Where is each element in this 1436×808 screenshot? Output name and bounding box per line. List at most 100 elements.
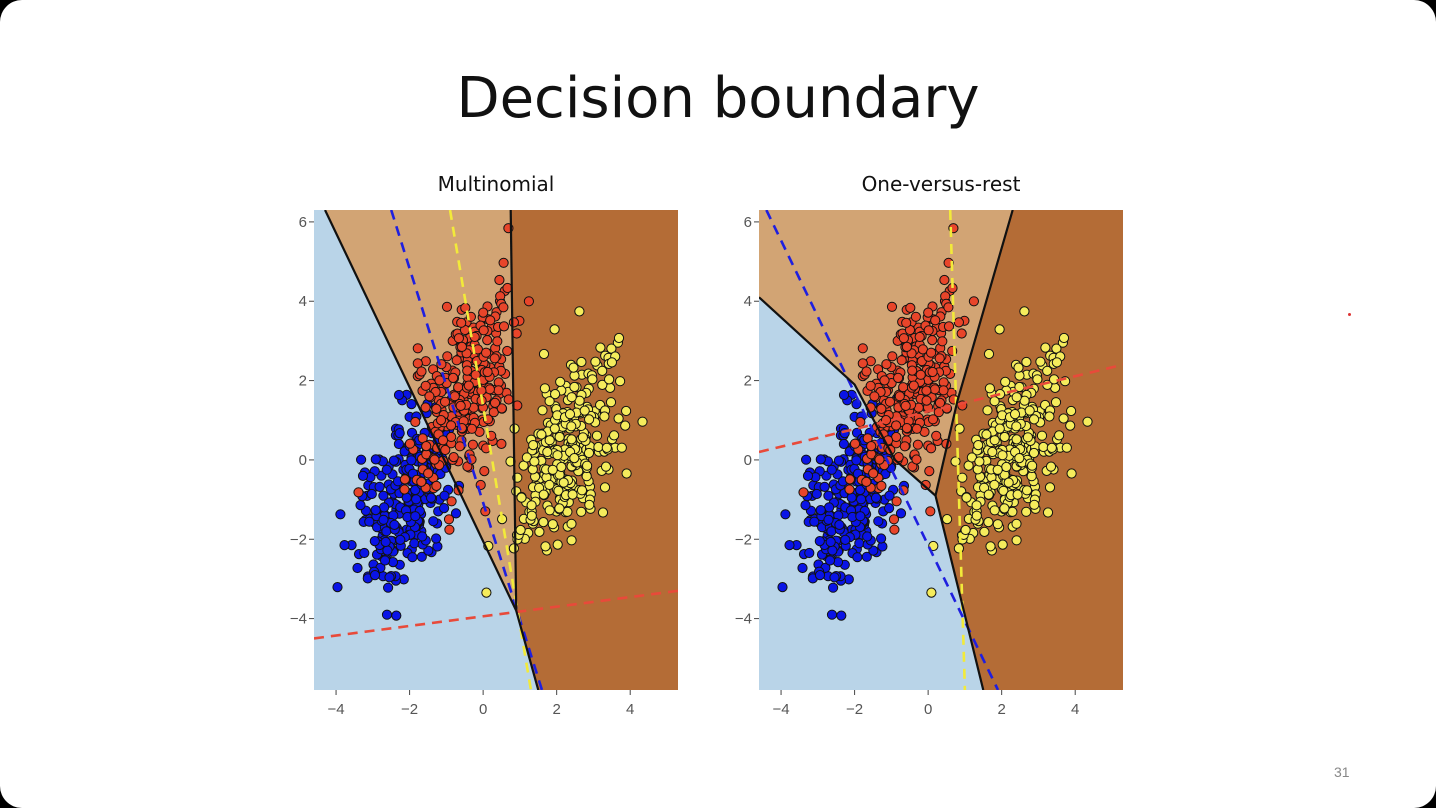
point-blue: [833, 455, 845, 466]
point-blue: [407, 552, 418, 563]
point-blue: [884, 490, 895, 501]
point-yellow: [1035, 356, 1046, 367]
point-yellow: [539, 383, 551, 394]
point-red: [910, 311, 922, 322]
point-blue: [836, 610, 847, 621]
point-yellow: [973, 440, 984, 451]
point-red: [441, 301, 453, 312]
point-yellow: [971, 510, 982, 521]
point-red: [926, 347, 937, 358]
point-blue: [357, 470, 369, 481]
point-blue: [809, 516, 820, 527]
point-yellow: [615, 376, 626, 387]
point-yellow: [1000, 376, 1011, 387]
point-blue: [801, 454, 812, 465]
point-blue: [800, 500, 811, 511]
point-red: [869, 391, 880, 402]
point-red: [469, 331, 480, 343]
point-blue: [379, 555, 391, 566]
point-yellow: [544, 479, 555, 490]
x-tick-label: −2: [401, 701, 418, 718]
point-yellow: [989, 479, 1000, 490]
point-blue: [797, 562, 808, 574]
point-yellow: [1003, 477, 1014, 488]
point-yellow: [961, 492, 972, 503]
point-red: [844, 484, 855, 495]
point-blue: [369, 536, 380, 547]
point-blue: [370, 454, 381, 465]
point-red: [498, 302, 509, 313]
point-yellow: [999, 431, 1010, 443]
point-yellow: [599, 411, 610, 422]
point-blue: [804, 547, 815, 559]
point-yellow: [537, 405, 548, 416]
point-blue: [826, 464, 837, 475]
point-red: [921, 395, 932, 406]
point-yellow: [1044, 482, 1056, 493]
point-red: [448, 452, 459, 463]
point-blue: [823, 490, 834, 501]
x-tick-label: 0: [479, 701, 487, 718]
y-tick-label: 4: [744, 293, 752, 310]
point-red: [905, 302, 916, 313]
point-yellow: [591, 430, 603, 441]
point-yellow: [553, 485, 564, 496]
point-yellow: [601, 442, 612, 453]
point-blue: [410, 484, 421, 496]
point-yellow: [613, 332, 625, 344]
point-red: [431, 480, 442, 491]
point-yellow: [1058, 413, 1069, 424]
point-yellow: [984, 383, 996, 394]
point-yellow: [554, 431, 565, 443]
point-red: [420, 380, 431, 391]
point-red: [901, 317, 912, 328]
point-blue: [366, 488, 377, 500]
point-blue: [895, 508, 907, 519]
point-yellow: [950, 456, 961, 467]
point-yellow: [1050, 397, 1062, 408]
point-blue: [884, 503, 895, 514]
point-yellow: [544, 396, 555, 407]
point-blue: [410, 511, 421, 522]
point-blue: [819, 481, 830, 492]
point-yellow: [604, 374, 615, 385]
point-yellow: [567, 489, 578, 500]
point-yellow: [998, 485, 1009, 496]
point-red: [478, 325, 489, 336]
point-red: [943, 321, 955, 332]
point-red: [915, 369, 926, 380]
point-yellow: [1011, 434, 1022, 445]
point-yellow: [1044, 411, 1055, 422]
point-yellow: [568, 362, 579, 373]
point-blue: [814, 536, 825, 547]
point-yellow: [552, 450, 563, 461]
point-yellow: [997, 450, 1008, 461]
point-red: [927, 414, 939, 425]
point-yellow: [590, 356, 601, 367]
point-red: [435, 415, 447, 426]
point-yellow: [1066, 405, 1077, 417]
point-yellow: [481, 587, 492, 598]
point-blue: [811, 488, 822, 500]
y-tick-label: 0: [299, 452, 307, 469]
point-red: [416, 366, 427, 377]
point-yellow: [544, 505, 555, 516]
point-blue: [406, 455, 417, 466]
point-yellow: [538, 517, 549, 528]
point-blue: [370, 505, 381, 516]
point-blue: [815, 454, 826, 465]
point-blue: [450, 508, 462, 519]
point-yellow: [597, 507, 609, 518]
point-blue: [369, 570, 381, 581]
point-red: [416, 476, 427, 487]
point-yellow: [1028, 447, 1040, 459]
point-red: [924, 466, 935, 477]
point-blue: [829, 572, 840, 583]
point-yellow: [576, 506, 587, 517]
point-red: [446, 496, 457, 507]
point-blue: [856, 494, 867, 505]
point-red: [929, 384, 941, 395]
point-yellow: [983, 517, 994, 528]
point-red: [907, 365, 918, 376]
